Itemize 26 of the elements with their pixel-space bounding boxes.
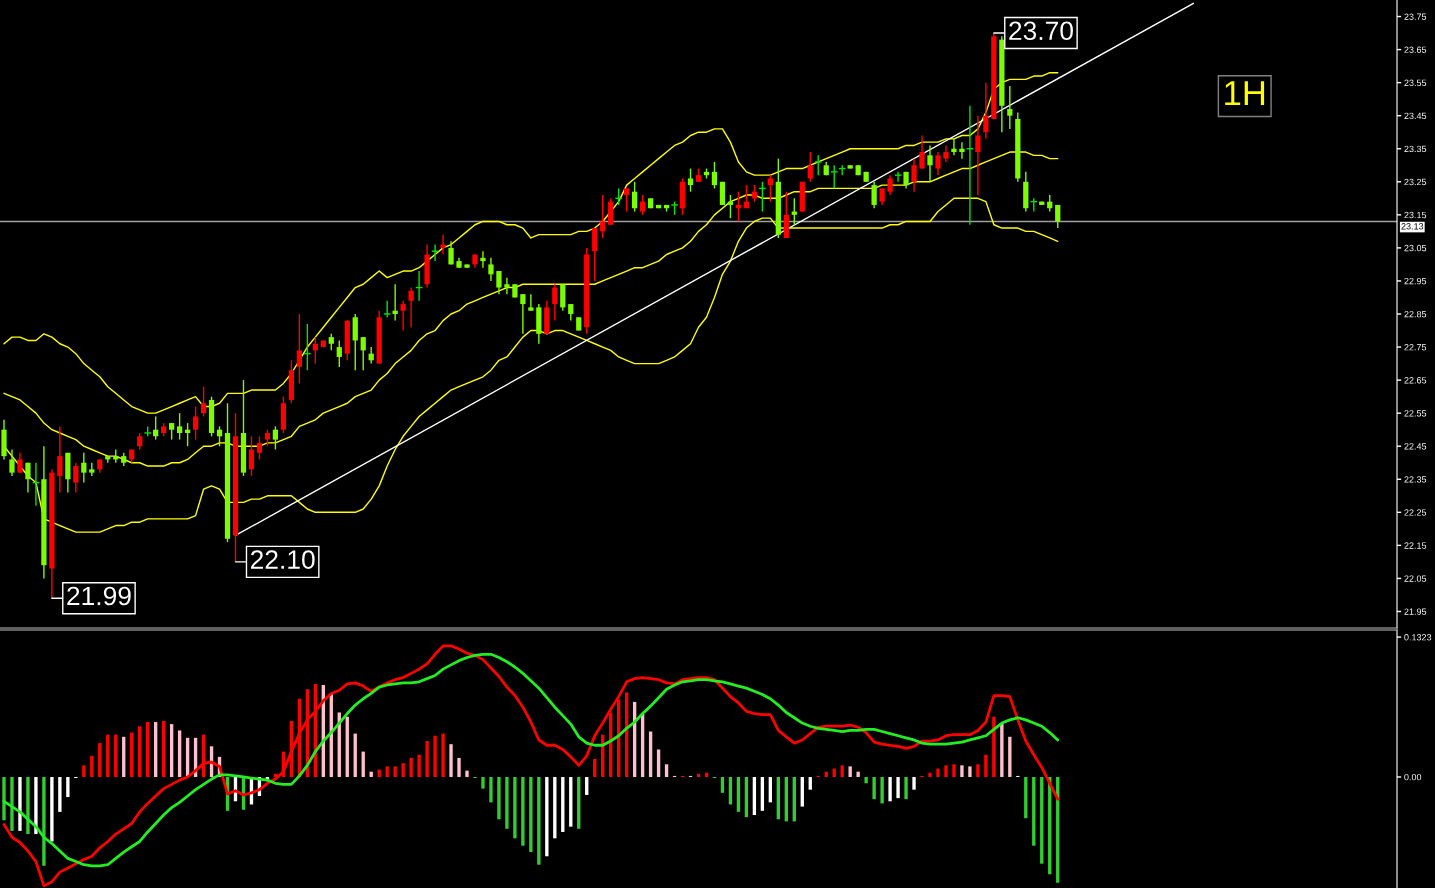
y-tick-label: 23.75 <box>1404 13 1427 20</box>
y-tick-label: 22.25 <box>1404 509 1427 516</box>
y-tick-label: 22.65 <box>1404 377 1427 384</box>
y-tick-label: 23.15 <box>1404 211 1427 219</box>
annotation: 23.70 <box>1009 21 1073 41</box>
ref-line-label: 23.13 <box>1401 223 1424 230</box>
y-tick-label: 23.35 <box>1404 145 1427 153</box>
annotation: 21.99 <box>67 586 131 606</box>
y-tick-label: 22.35 <box>1404 476 1427 483</box>
annotation: 22.10 <box>250 550 315 569</box>
y-tick-label: 22.75 <box>1404 344 1427 351</box>
y-tick-label: 21.95 <box>1404 608 1427 615</box>
y-tick-label: 22.95 <box>1404 277 1427 285</box>
y-tick-label: 23.55 <box>1404 79 1427 86</box>
y-tick-label: 23.25 <box>1404 178 1427 186</box>
y-tick-label: 23.05 <box>1404 244 1427 252</box>
y-tick-label: 23.45 <box>1404 112 1427 120</box>
y-tick-label: 22.45 <box>1404 443 1427 450</box>
y-tick-label: 0.00 <box>1404 773 1422 781</box>
y-tick-label: 23.65 <box>1404 46 1427 53</box>
y-tick-label: 22.85 <box>1404 310 1427 318</box>
y-tick-label: 0.1323 <box>1404 634 1432 641</box>
annotation: 1H <box>1225 81 1265 106</box>
y-tick-label: 22.55 <box>1404 410 1427 417</box>
y-tick-label: 22.15 <box>1404 542 1427 549</box>
y-tick-label: 22.05 <box>1404 575 1427 582</box>
